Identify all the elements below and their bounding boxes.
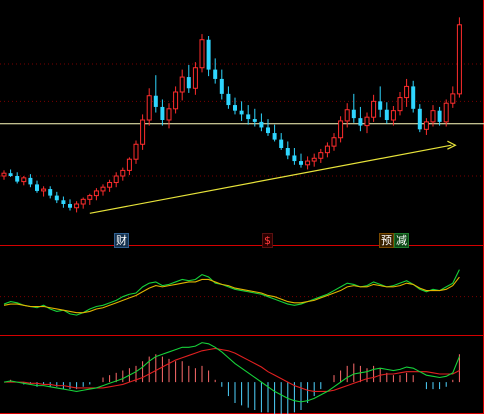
macd-pane[interactable] xyxy=(3,342,460,414)
candle-body-up xyxy=(305,160,311,166)
candle-body-up xyxy=(404,85,410,99)
candle-body-down xyxy=(8,173,13,176)
candle-body-down xyxy=(61,200,66,204)
candle-body-down xyxy=(411,86,416,109)
candle-body-up xyxy=(331,137,337,147)
candle-body-down xyxy=(351,109,356,119)
candle-body-down xyxy=(384,109,389,120)
candle-body-down xyxy=(417,108,422,130)
candle-body-down xyxy=(292,155,297,162)
candle-body-down xyxy=(259,121,264,128)
candle-body-up xyxy=(166,108,172,121)
forecast-marker[interactable]: 预 xyxy=(379,233,394,248)
candle-body-down xyxy=(252,119,257,122)
candle-body-down xyxy=(226,93,231,106)
candle-body-up xyxy=(80,198,86,205)
price-pane[interactable] xyxy=(0,17,484,214)
candle-body-up xyxy=(146,95,152,121)
candle-body-down xyxy=(378,101,383,110)
trendline xyxy=(89,144,452,214)
candle-body-up xyxy=(324,145,330,154)
candle-body-up xyxy=(318,152,324,159)
candle-body-up xyxy=(100,186,106,192)
finance-report-marker[interactable]: 财 xyxy=(114,233,129,248)
candle-body-up xyxy=(456,24,462,95)
candle-body-up xyxy=(450,93,456,104)
candle-body-up xyxy=(397,97,403,112)
candle-body-down xyxy=(239,110,244,115)
candle-body-down xyxy=(15,176,20,182)
candle-body-down xyxy=(186,77,191,89)
candle-body-up xyxy=(120,169,126,177)
candle-body-down xyxy=(160,106,165,120)
candle-body-up xyxy=(371,100,377,118)
osc-fast-line xyxy=(3,269,460,316)
dividend-marker[interactable]: $ xyxy=(262,233,273,248)
candle-body-down xyxy=(219,78,224,94)
candle-body-down xyxy=(54,195,59,201)
candle-body-up xyxy=(338,120,344,139)
candle-body-down xyxy=(279,139,284,148)
candle-body-down xyxy=(272,133,277,140)
candle-body-up xyxy=(113,175,119,184)
candle-body-up xyxy=(126,158,132,171)
arrow-right-icon xyxy=(447,140,457,150)
macd-dif-line xyxy=(3,342,460,403)
candle-body-up xyxy=(107,182,113,188)
candle-body-down xyxy=(68,204,72,208)
candle-body-up xyxy=(364,116,370,127)
candle-body-up xyxy=(41,188,47,192)
candle-body-up xyxy=(179,76,185,93)
candle-body-up xyxy=(93,190,99,197)
candle-body-down xyxy=(299,161,303,165)
candle-body-up xyxy=(430,110,436,123)
candle-body-down xyxy=(28,177,33,185)
candle-body-up xyxy=(87,195,93,200)
candle-body-down xyxy=(233,105,237,111)
candle-body-down xyxy=(35,184,39,191)
candle-body-down xyxy=(206,39,211,70)
candle-body-down xyxy=(437,110,442,122)
candle-body-up xyxy=(423,121,429,130)
candle-body-down xyxy=(153,95,158,107)
candle-body-up xyxy=(344,109,350,122)
candle-body-up xyxy=(311,157,317,162)
candle-body-down xyxy=(213,69,218,79)
candle-body-up xyxy=(140,119,146,145)
candle-body-down xyxy=(246,114,251,120)
candle-body-up xyxy=(74,203,80,209)
macd-dea-line xyxy=(4,347,460,392)
candle-body-up xyxy=(199,39,205,69)
candle-body-up xyxy=(173,91,179,110)
candle-body-up xyxy=(21,177,27,183)
osc-slow-line xyxy=(3,276,460,314)
candle-body-down xyxy=(266,127,270,134)
candle-body-down xyxy=(48,189,53,196)
candle-body-up xyxy=(192,67,198,89)
candle-body-up xyxy=(443,102,449,123)
oscillator-pane[interactable] xyxy=(3,269,460,316)
reduction-marker[interactable]: 减 xyxy=(394,233,409,248)
candle-body-down xyxy=(285,148,290,156)
candle-body-up xyxy=(133,143,139,160)
candle-body-down xyxy=(358,118,363,126)
candle-body-up xyxy=(390,110,396,121)
candle-body-up xyxy=(1,172,7,177)
